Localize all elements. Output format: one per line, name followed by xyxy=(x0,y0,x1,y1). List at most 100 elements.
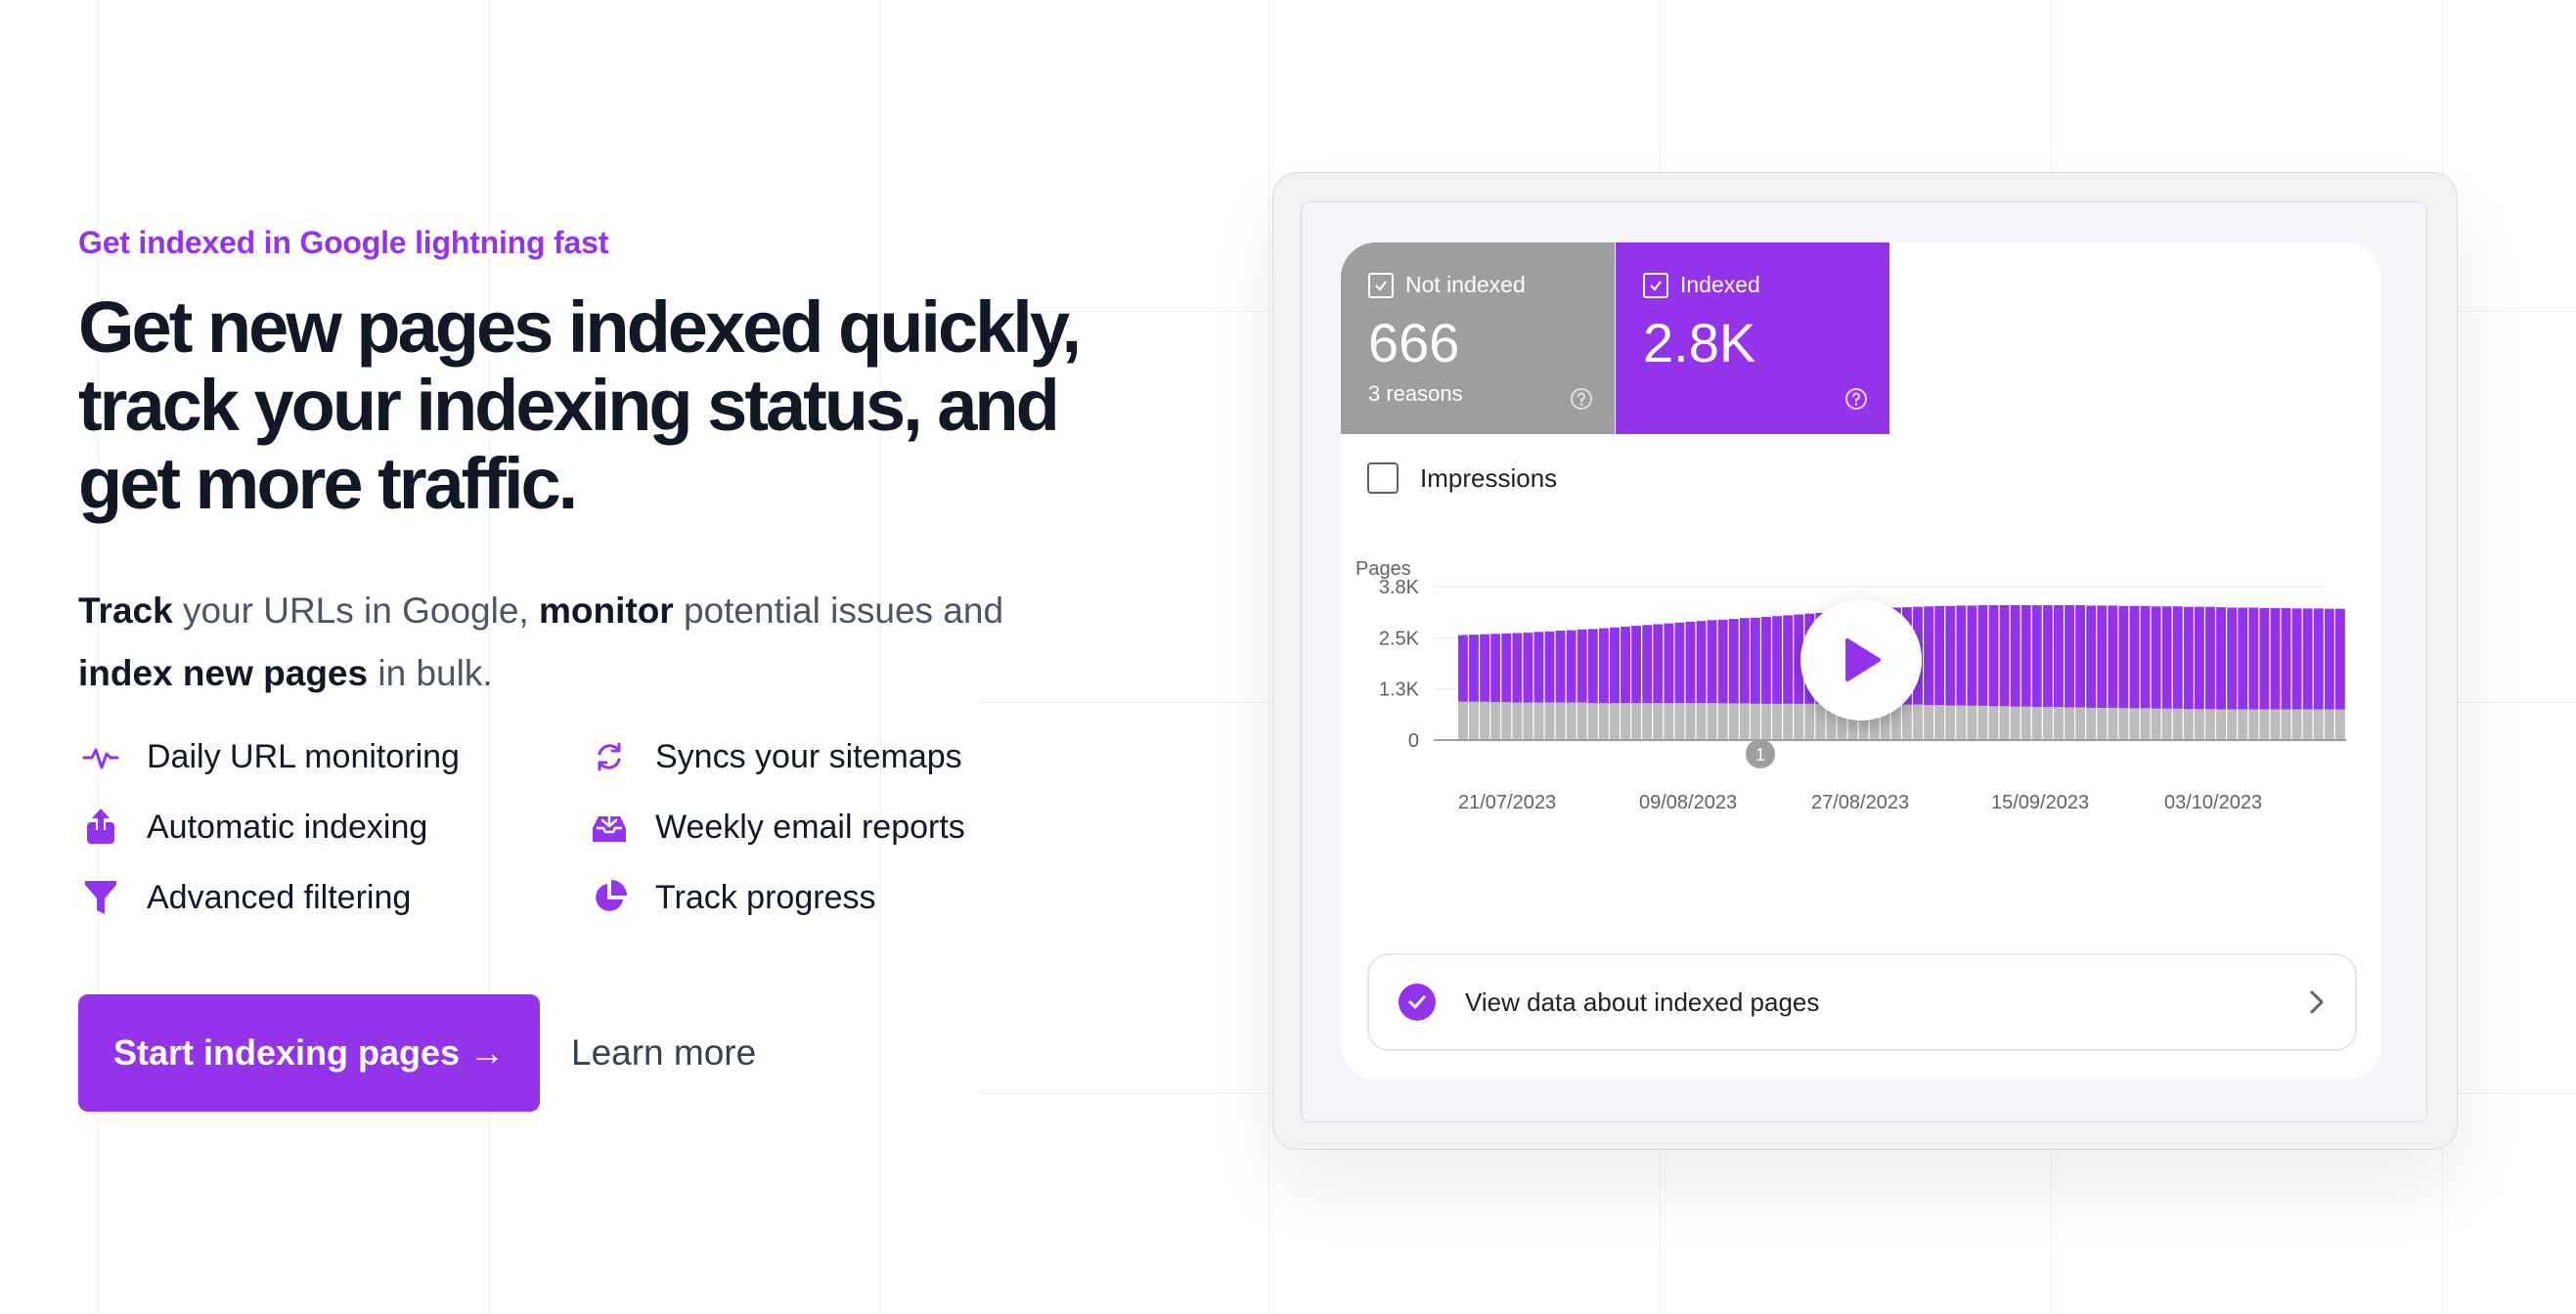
feature-item-daily-monitoring: Daily URL monitoring xyxy=(78,738,587,775)
bar-not-indexed xyxy=(1642,702,1653,740)
help-icon[interactable] xyxy=(1570,387,1593,411)
bar-not-indexed xyxy=(2205,709,2215,740)
bar-not-indexed xyxy=(1945,705,1956,740)
bar-not-indexed xyxy=(2216,709,2226,740)
view-indexed-pages-link[interactable]: View data about indexed pages xyxy=(1367,953,2357,1051)
bar-not-indexed xyxy=(2291,709,2302,740)
bar-indexed xyxy=(1533,632,1544,703)
bar-not-indexed xyxy=(2075,707,2086,740)
bar-not-indexed xyxy=(1847,704,1858,740)
bar-not-indexed xyxy=(1598,702,1609,740)
feature-label: Automatic indexing xyxy=(147,808,428,846)
bar-indexed xyxy=(1956,605,1967,706)
lead-emphasis-track: Track xyxy=(78,591,173,631)
bar-not-indexed xyxy=(1664,702,1674,740)
bar-indexed xyxy=(2183,606,2194,710)
bar-indexed xyxy=(2205,606,2215,710)
bar-indexed xyxy=(1783,615,1794,704)
bar-not-indexed xyxy=(1956,705,1967,740)
checked-box-icon xyxy=(1368,272,1394,298)
bar-not-indexed xyxy=(1880,704,1890,740)
bar-not-indexed xyxy=(1913,704,1923,740)
bar-not-indexed xyxy=(1924,705,1934,740)
bar-not-indexed xyxy=(1696,702,1707,740)
bar-not-indexed xyxy=(1967,705,1977,740)
bar-not-indexed xyxy=(1869,704,1880,740)
bar-not-indexed xyxy=(1988,706,1999,740)
bar-indexed xyxy=(1967,605,1977,706)
bar-not-indexed xyxy=(1685,702,1696,740)
indexed-tile[interactable]: Indexed 2.8K xyxy=(1616,242,1889,434)
bar-indexed xyxy=(1794,614,1804,704)
bar-not-indexed xyxy=(1544,702,1555,740)
bar-not-indexed xyxy=(2118,708,2129,740)
bar-indexed xyxy=(2118,605,2129,709)
bar-not-indexed xyxy=(2151,708,2161,740)
bar-not-indexed xyxy=(1555,702,1566,740)
feature-item-weekly-reports: Weekly email reports xyxy=(587,809,1095,846)
bar-indexed xyxy=(1924,606,1934,706)
bar-indexed xyxy=(2054,605,2064,708)
bar-indexed xyxy=(1707,620,1717,703)
bar-indexed xyxy=(2031,605,2042,708)
bar-indexed xyxy=(1523,633,1533,703)
start-indexing-button[interactable]: Start indexing pages → xyxy=(78,994,540,1112)
bar-not-indexed xyxy=(1469,701,1479,740)
bar-indexed xyxy=(2270,607,2281,710)
help-icon[interactable] xyxy=(1844,387,1868,411)
learn-more-link[interactable]: Learn more xyxy=(571,1032,757,1073)
x-tick-label: 27/08/2023 xyxy=(1811,792,1909,813)
bar-not-indexed xyxy=(1902,704,1912,740)
bar-indexed xyxy=(1642,625,1653,703)
bar-indexed xyxy=(1598,628,1609,703)
play-icon xyxy=(1845,638,1881,681)
bar-not-indexed xyxy=(2129,708,2140,740)
bar-indexed xyxy=(2216,607,2226,710)
bar-not-indexed xyxy=(1707,702,1717,740)
bar-not-indexed xyxy=(1815,703,1826,740)
bar-not-indexed xyxy=(1610,702,1620,740)
impressions-label: Impressions xyxy=(1420,462,1558,493)
bar-indexed xyxy=(1544,631,1555,703)
bar-not-indexed xyxy=(2227,709,2238,740)
hero-section: Get indexed in Google lightning fast Get… xyxy=(78,225,1134,1112)
impressions-toggle[interactable]: Impressions xyxy=(1367,462,1557,494)
bar-not-indexed xyxy=(1458,701,1468,740)
bar-not-indexed xyxy=(2097,707,2108,740)
bar-indexed xyxy=(1621,626,1630,703)
bar-not-indexed xyxy=(2042,707,2053,740)
bar-not-indexed xyxy=(1674,702,1685,740)
not-indexed-label: Not indexed xyxy=(1405,272,1526,297)
bar-not-indexed xyxy=(1739,703,1750,740)
bar-indexed xyxy=(1934,605,1945,706)
cta-group: Start indexing pages → Learn more xyxy=(78,994,1134,1112)
lead-emphasis-monitor: monitor xyxy=(539,591,674,631)
y-axis-label: Pages xyxy=(1355,558,1411,580)
bar-indexed xyxy=(1631,626,1642,703)
bar-indexed xyxy=(1577,629,1587,703)
impressions-checkbox[interactable] xyxy=(1367,462,1399,494)
lead-text-2: potential issues and xyxy=(673,591,1004,631)
lead-emphasis-index: index new pages xyxy=(78,653,369,693)
bar-indexed xyxy=(2324,608,2334,710)
y-tick-label: 0 xyxy=(1408,730,1419,752)
bar-not-indexed xyxy=(1512,702,1523,740)
bar-not-indexed xyxy=(2183,709,2194,740)
bar-indexed xyxy=(2097,605,2108,708)
bar-not-indexed xyxy=(1826,703,1837,740)
bar-not-indexed xyxy=(2313,709,2324,740)
coverage-report-panel: Not indexed 666 3 reasons Indexed 2.8K I… xyxy=(1341,242,2381,1079)
feature-label: Advanced filtering xyxy=(147,878,412,916)
not-indexed-tile[interactable]: Not indexed 666 3 reasons xyxy=(1341,242,1615,434)
bar-indexed xyxy=(2161,606,2172,709)
bar-indexed xyxy=(2140,605,2151,709)
funnel-icon xyxy=(78,878,123,917)
bar-indexed xyxy=(1566,630,1577,703)
bar-not-indexed xyxy=(1621,702,1630,740)
bar-not-indexed xyxy=(1717,703,1728,740)
bar-indexed xyxy=(1977,605,1988,706)
bar-not-indexed xyxy=(2086,707,2097,740)
bar-not-indexed xyxy=(2031,707,2042,740)
play-video-button[interactable] xyxy=(1800,599,1922,721)
bar-indexed xyxy=(1501,633,1512,703)
